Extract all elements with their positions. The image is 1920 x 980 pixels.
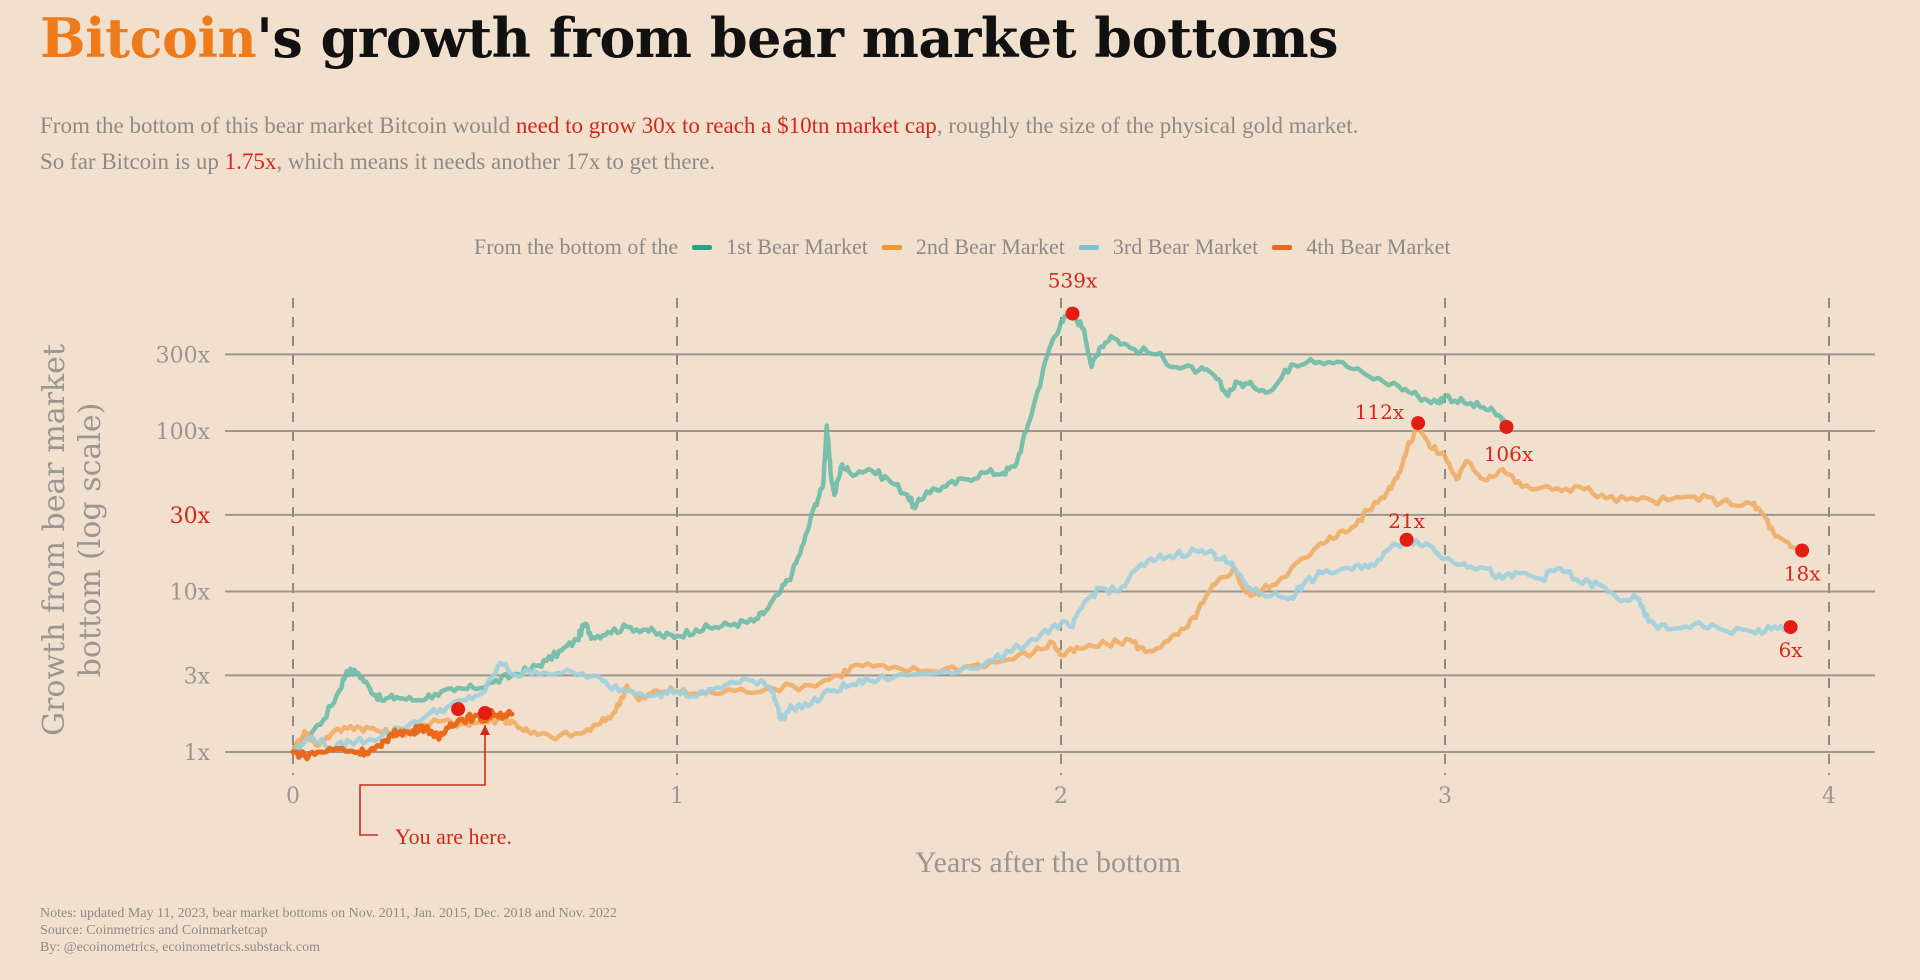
annotation-label: 106x xyxy=(1484,442,1534,466)
subtitle-text: , which means it needs another 17x to ge… xyxy=(276,149,716,174)
subtitle-text: So far Bitcoin is up xyxy=(40,149,225,174)
x-tick-label: 4 xyxy=(1822,784,1836,809)
legend-prefix: From the bottom of the xyxy=(474,234,679,259)
subtitle-text: From the bottom of this bear market Bitc… xyxy=(40,113,516,138)
arrow-head-icon xyxy=(480,724,490,735)
subtitle-highlight: 1.75x xyxy=(224,149,277,174)
legend-swatch-1 xyxy=(692,244,713,250)
chart-title: Bitcoin's growth from bear market bottom… xyxy=(40,6,1339,70)
grid-lines xyxy=(225,298,1875,775)
x-tick-label: 3 xyxy=(1438,784,1452,809)
data-point-marker xyxy=(1399,532,1414,547)
y-tick-label: 300x xyxy=(156,343,211,368)
data-point-marker xyxy=(478,705,492,720)
chart-notes: Notes: updated May 11, 2023, bear market… xyxy=(40,905,617,956)
annotations: 539x 106x 112x 18x 21x 6x You are here. xyxy=(359,269,1821,849)
annotation-label: 112x xyxy=(1355,400,1405,424)
data-point-marker xyxy=(1411,416,1426,431)
series-lines xyxy=(290,311,1805,762)
byline: By: @ecoinometrics, ecoinometrics.substa… xyxy=(40,940,320,955)
annotation-label: 21x xyxy=(1388,509,1425,533)
title-accent: Bitcoin xyxy=(40,6,257,70)
legend-label-1: 1st Bear Market xyxy=(726,234,868,259)
axis-ticks: 1x 3x 10x 30x 100x 300x 0 1 2 3 4 xyxy=(156,343,1836,809)
y-tick-label: 100x xyxy=(156,420,211,445)
you-are-here-label: You are here. xyxy=(395,824,512,849)
subtitle-text: , roughly the size of the physical gold … xyxy=(936,113,1359,138)
x-tick-label: 0 xyxy=(286,784,300,809)
subtitle-line-2: So far Bitcoin is up 1.75x, which means … xyxy=(40,144,1358,180)
chart-subtitle: From the bottom of this bear market Bitc… xyxy=(40,108,1358,180)
y-tick-label: 10x xyxy=(170,581,211,606)
series-line-3 xyxy=(290,537,1793,755)
chart-legend: From the bottom of the 1st Bear Market 2… xyxy=(474,234,1450,260)
series-line-2 xyxy=(290,420,1805,755)
y-tick-label: 30x xyxy=(170,504,211,529)
data-point-marker xyxy=(451,702,466,717)
data-point-marker xyxy=(1499,419,1514,434)
legend-swatch-4 xyxy=(1272,244,1293,250)
source-line: Source: Coinmetrics and Coinmarketcap xyxy=(40,923,268,938)
subtitle-highlight: need to grow 30x to reach a $10tn market… xyxy=(515,113,937,138)
data-point-marker xyxy=(1783,620,1798,635)
title-rest: 's growth from bear market bottoms xyxy=(256,6,1339,70)
annotation-label: 539x xyxy=(1048,269,1098,293)
y-axis-label-line-1: Growth from bear market xyxy=(37,344,72,736)
data-point-marker xyxy=(1065,306,1080,321)
notes-line: Notes: updated May 11, 2023, bear market… xyxy=(40,906,617,921)
legend-swatch-2 xyxy=(881,244,902,250)
series-line-4 xyxy=(290,707,515,762)
y-tick-label: 1x xyxy=(184,741,211,766)
legend-swatch-3 xyxy=(1078,244,1099,250)
x-tick-label: 2 xyxy=(1054,784,1068,809)
y-tick-label: 3x xyxy=(184,664,211,689)
data-point-marker xyxy=(1795,543,1810,558)
legend-label-2: 2nd Bear Market xyxy=(915,234,1065,259)
y-axis-label-line-2: bottom (log scale) xyxy=(73,403,108,678)
legend-label-4: 4th Bear Market xyxy=(1306,234,1451,259)
x-tick-label: 1 xyxy=(670,784,684,809)
x-axis-label: Years after the bottom xyxy=(915,846,1181,879)
subtitle-line-1: From the bottom of this bear market Bitc… xyxy=(40,108,1358,144)
annotation-label: 6x xyxy=(1779,638,1804,662)
legend-label-3: 3rd Bear Market xyxy=(1112,234,1259,259)
series-line-1 xyxy=(290,311,1509,755)
you-are-here-leader-line xyxy=(359,724,486,836)
annotation-label: 18x xyxy=(1784,562,1821,586)
